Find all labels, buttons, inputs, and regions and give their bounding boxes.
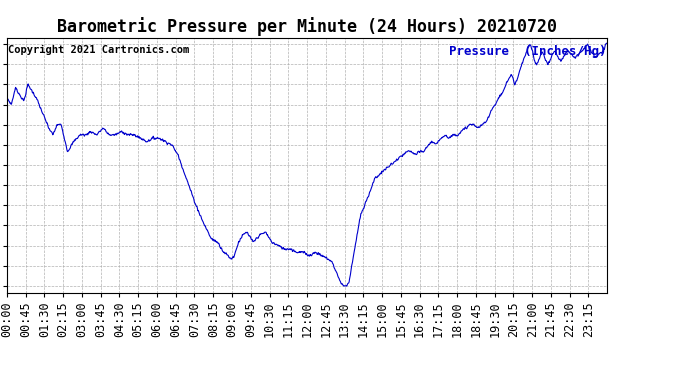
- Title: Barometric Pressure per Minute (24 Hours) 20210720: Barometric Pressure per Minute (24 Hours…: [57, 17, 557, 36]
- Text: Copyright 2021 Cartronics.com: Copyright 2021 Cartronics.com: [8, 45, 189, 55]
- Text: Pressure  (Inches/Hg): Pressure (Inches/Hg): [449, 45, 607, 58]
